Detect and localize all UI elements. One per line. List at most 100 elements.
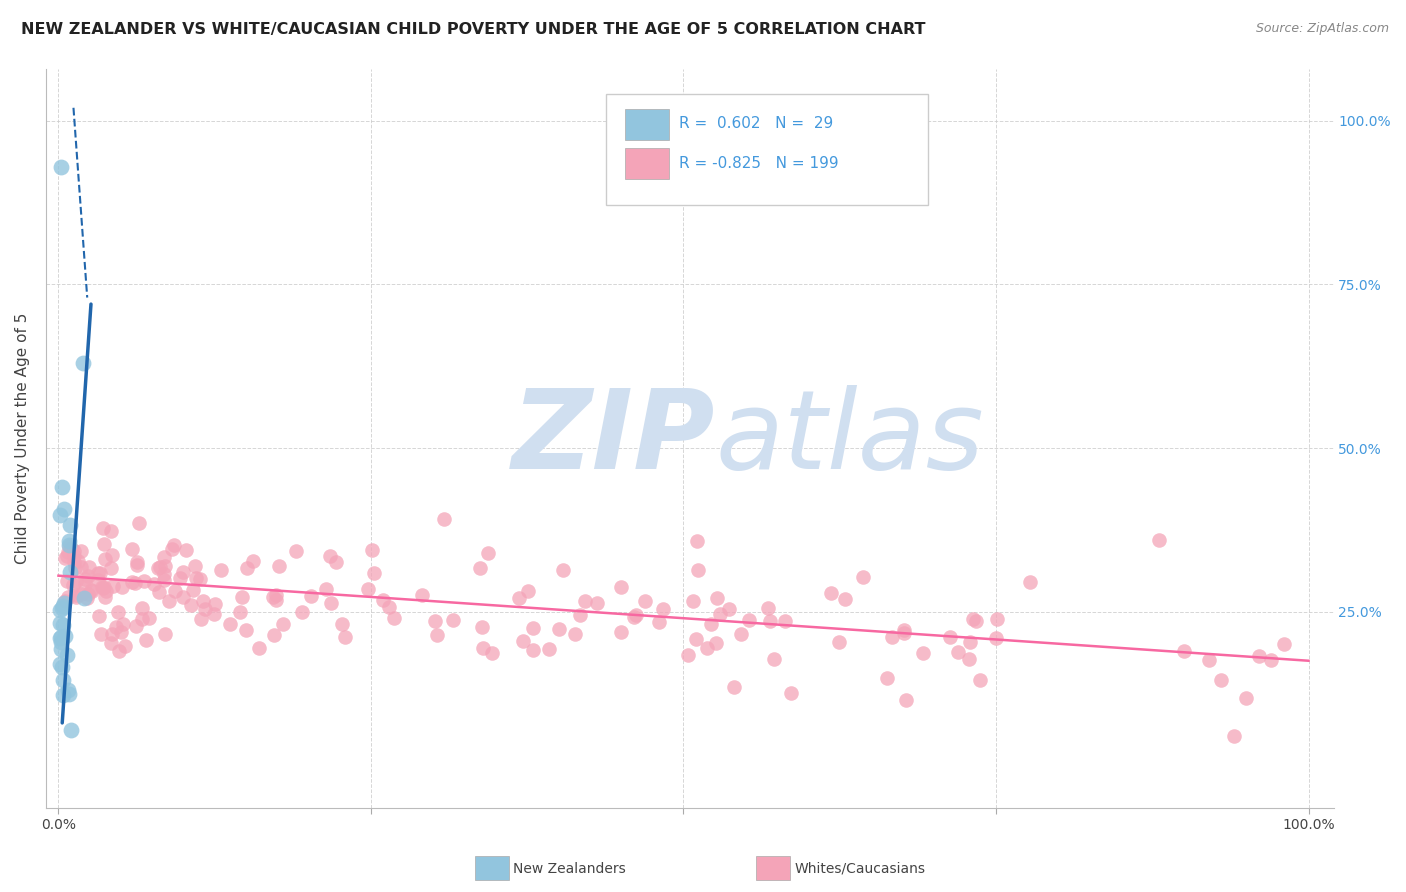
Point <box>481 646 503 660</box>
Point <box>262 590 284 604</box>
Point <box>574 593 596 607</box>
Point <box>333 630 356 644</box>
Point <box>100 524 122 538</box>
Point <box>709 607 731 621</box>
Point <box>820 586 842 600</box>
Point <box>125 558 148 573</box>
Point <box>299 589 322 603</box>
Point <box>685 632 707 647</box>
Point <box>965 614 987 628</box>
Point <box>77 560 100 574</box>
Point <box>131 612 153 626</box>
Point <box>242 554 264 568</box>
Point <box>155 558 177 573</box>
Point <box>100 548 122 562</box>
Point <box>53 629 76 643</box>
Text: R = -0.825   N = 199: R = -0.825 N = 199 <box>679 156 839 170</box>
Point <box>610 624 633 639</box>
Point <box>87 574 110 588</box>
Point <box>652 602 675 616</box>
Point <box>696 640 718 655</box>
Point <box>231 591 253 605</box>
Point <box>717 601 740 615</box>
Point <box>93 580 115 594</box>
Point <box>564 627 586 641</box>
Point <box>89 566 111 581</box>
Point <box>73 577 96 591</box>
Point <box>236 561 259 575</box>
Point <box>780 686 803 700</box>
Point <box>263 628 285 642</box>
Point <box>100 561 122 575</box>
Point <box>181 582 204 597</box>
Point <box>107 605 129 619</box>
Point <box>146 560 169 574</box>
Point <box>49 642 72 657</box>
Point <box>1247 649 1270 664</box>
Point <box>184 559 207 574</box>
FancyBboxPatch shape <box>626 148 669 179</box>
Point <box>762 652 785 666</box>
Point <box>138 611 160 625</box>
Point <box>69 587 91 601</box>
Point <box>773 614 796 628</box>
Point <box>378 599 401 614</box>
Point <box>143 577 166 591</box>
Point <box>363 566 385 580</box>
Point <box>169 571 191 585</box>
Point <box>49 160 72 174</box>
Point <box>153 567 176 582</box>
Point <box>247 640 270 655</box>
Point <box>634 594 657 608</box>
Point <box>1173 644 1195 658</box>
Point <box>547 623 569 637</box>
Point <box>315 582 337 597</box>
Point <box>87 566 110 581</box>
Point <box>676 648 699 663</box>
Point <box>53 550 76 565</box>
Point <box>852 570 875 584</box>
Point <box>209 563 232 577</box>
Point <box>76 587 98 601</box>
Text: NEW ZEALANDER VS WHITE/CAUCASIAN CHILD POVERTY UNDER THE AGE OF 5 CORRELATION CH: NEW ZEALANDER VS WHITE/CAUCASIAN CHILD P… <box>21 22 925 37</box>
Point <box>472 640 495 655</box>
Point <box>284 544 307 558</box>
Point <box>471 620 494 634</box>
Point <box>828 635 851 649</box>
Point <box>1198 653 1220 667</box>
Point <box>51 601 73 615</box>
FancyBboxPatch shape <box>606 95 928 205</box>
Point <box>517 583 540 598</box>
Point <box>264 593 287 607</box>
Point <box>128 516 150 531</box>
Point <box>948 645 970 659</box>
Point <box>62 544 84 558</box>
Point <box>132 574 155 589</box>
Point <box>110 625 132 640</box>
Point <box>984 632 1007 646</box>
Point <box>59 541 82 555</box>
Text: New Zealanders: New Zealanders <box>513 862 626 876</box>
Point <box>93 551 115 566</box>
Point <box>522 643 544 657</box>
Point <box>162 541 184 556</box>
Text: Source: ZipAtlas.com: Source: ZipAtlas.com <box>1256 22 1389 36</box>
Point <box>371 592 394 607</box>
Point <box>124 576 146 591</box>
Point <box>939 631 962 645</box>
Point <box>58 538 80 552</box>
Point <box>184 571 207 585</box>
Point <box>121 574 143 589</box>
Text: Whites/Caucasians: Whites/Caucasians <box>794 862 925 876</box>
Point <box>962 612 984 626</box>
Point <box>59 565 82 579</box>
Point <box>319 596 342 610</box>
Point <box>94 590 117 604</box>
Point <box>91 581 114 595</box>
Point <box>108 643 131 657</box>
Point <box>63 561 86 575</box>
Point <box>738 613 761 627</box>
Text: atlas: atlas <box>716 384 984 491</box>
Point <box>59 518 82 533</box>
Point <box>87 609 110 624</box>
